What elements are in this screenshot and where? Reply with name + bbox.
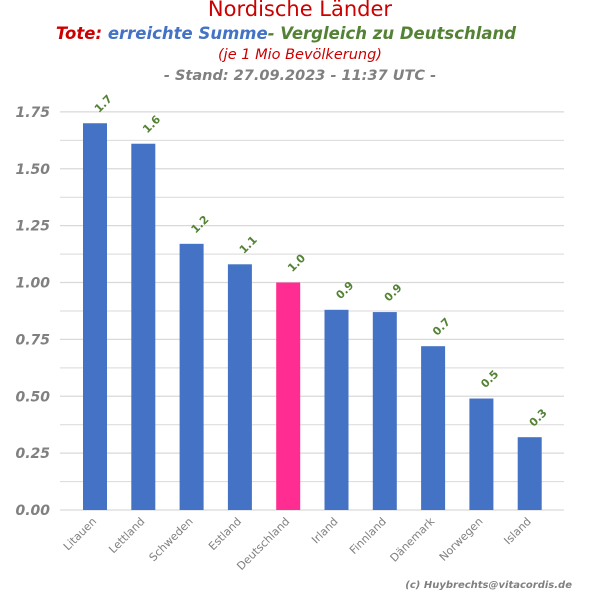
- bar: [421, 346, 446, 510]
- x-tick-label: Dänemark: [388, 514, 438, 564]
- bar: [324, 309, 349, 510]
- x-tick-label: Island: [501, 515, 533, 547]
- bar-data-label: 0.5: [478, 368, 501, 391]
- bar: [131, 143, 156, 510]
- bar-data-label: 1.6: [140, 113, 163, 136]
- bar-data-label: 0.7: [430, 315, 453, 338]
- bar-data-label: 1.2: [189, 213, 212, 236]
- bar: [227, 264, 252, 510]
- bar: [469, 398, 494, 510]
- bar-data-label: 1.1: [237, 233, 260, 256]
- bar-data-label: 0.3: [527, 406, 550, 429]
- x-tick-label: Norwegen: [437, 515, 486, 564]
- y-tick-label: 1.25: [15, 219, 50, 235]
- x-tick-label: Litauen: [61, 515, 99, 553]
- x-tick-label: Lettland: [106, 515, 147, 556]
- chart-date: - Stand: 27.09.2023 - 11:37 UTC -: [163, 68, 437, 84]
- x-tick-label: Irland: [309, 515, 340, 546]
- subtitle-sum: erreichte Summe: [107, 24, 268, 43]
- y-tick-label: 1.50: [15, 162, 50, 178]
- bar-data-label: 1.0: [285, 251, 308, 274]
- y-tick-label: 0.25: [15, 446, 50, 462]
- bar: [179, 243, 204, 510]
- bar-data-label: 0.9: [382, 281, 405, 304]
- bar: [83, 123, 107, 510]
- bar: [372, 312, 397, 510]
- subtitle-prefix: Tote:: [55, 24, 103, 43]
- x-tick-label: Schweden: [147, 515, 196, 564]
- subtitle-comparison: - Vergleich zu Deutschland: [267, 24, 517, 43]
- y-tick-label: 0.75: [15, 332, 50, 348]
- y-tick-label: 0.00: [15, 503, 50, 519]
- chart-title: Nordische Länder: [207, 0, 393, 21]
- bar: [517, 437, 542, 510]
- chart-subtitle: Tote: erreichte Summe- Vergleich zu Deut…: [0, 24, 572, 43]
- y-tick-label: 1.75: [15, 105, 50, 121]
- y-tick-label: 0.50: [15, 389, 50, 405]
- x-tick-label: Finnland: [347, 515, 389, 557]
- bar: [276, 282, 301, 510]
- credit-text: (c) Huybrechts@vitacordis.de: [405, 580, 572, 591]
- chart-unit-note: (je 1 Mio Bevölkerung): [218, 47, 382, 63]
- x-tick-label: Estland: [206, 515, 244, 553]
- y-tick-label: 1.00: [15, 276, 50, 292]
